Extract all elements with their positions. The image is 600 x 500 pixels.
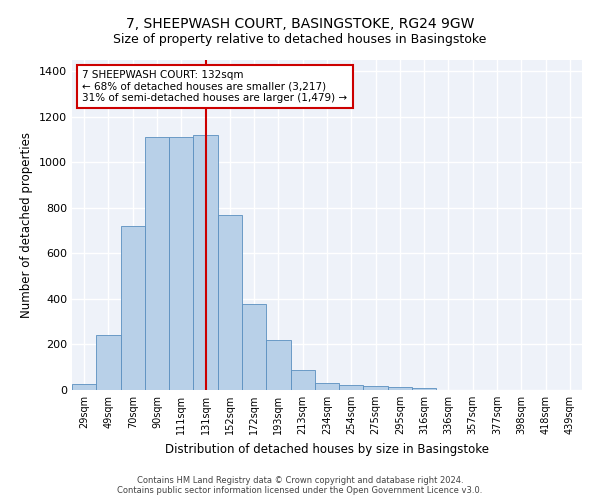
Text: 7, SHEEPWASH COURT, BASINGSTOKE, RG24 9GW: 7, SHEEPWASH COURT, BASINGSTOKE, RG24 9G… [126, 18, 474, 32]
Bar [169, 138, 193, 390]
Bar [218, 215, 242, 390]
Text: 7 SHEEPWASH COURT: 132sqm
← 68% of detached houses are smaller (3,217)
31% of se: 7 SHEEPWASH COURT: 132sqm ← 68% of detac… [82, 70, 347, 103]
Bar [193, 135, 218, 390]
Bar [339, 386, 364, 390]
Y-axis label: Number of detached properties: Number of detached properties [20, 132, 34, 318]
Bar [242, 304, 266, 390]
Bar [121, 226, 145, 390]
Bar [412, 388, 436, 390]
Bar [266, 340, 290, 390]
Bar [364, 386, 388, 390]
Bar [315, 383, 339, 390]
Text: Size of property relative to detached houses in Basingstoke: Size of property relative to detached ho… [113, 32, 487, 46]
Bar [290, 370, 315, 390]
Text: Contains HM Land Registry data © Crown copyright and database right 2024.
Contai: Contains HM Land Registry data © Crown c… [118, 476, 482, 495]
X-axis label: Distribution of detached houses by size in Basingstoke: Distribution of detached houses by size … [165, 442, 489, 456]
Bar [388, 386, 412, 390]
Bar [145, 138, 169, 390]
Bar [72, 384, 96, 390]
Bar [96, 336, 121, 390]
